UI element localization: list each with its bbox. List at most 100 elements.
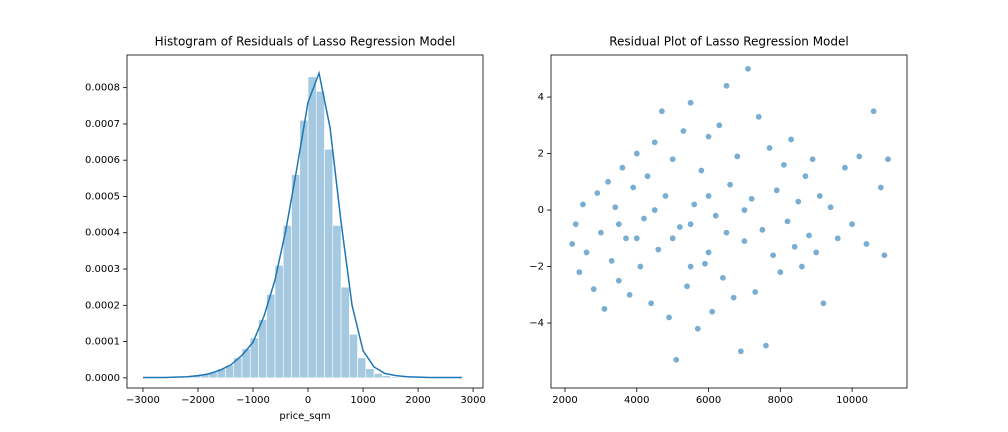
point	[880, 251, 888, 259]
point	[730, 294, 738, 302]
bar	[332, 225, 342, 379]
y-tick-label: 0.0001	[85, 337, 120, 348]
point	[816, 192, 824, 200]
point	[647, 299, 655, 307]
y-tick-label: 0.0006	[85, 155, 120, 166]
bar	[373, 373, 383, 379]
x-tick-label: 10000	[836, 395, 868, 406]
x-tick-label: 2000	[405, 395, 430, 406]
point	[722, 82, 730, 90]
point	[683, 282, 691, 290]
point	[679, 127, 687, 135]
point	[705, 248, 713, 256]
axes-frame	[126, 54, 484, 389]
chart-title: Residual Plot of Lasso Regression Model	[609, 35, 848, 49]
point	[755, 113, 763, 121]
point	[758, 226, 766, 234]
x-tick-label: −2000	[181, 395, 215, 406]
point	[740, 237, 748, 245]
point	[751, 288, 759, 296]
y-tick-label: 0	[538, 205, 544, 216]
point	[762, 342, 770, 350]
point	[819, 299, 827, 307]
bar	[291, 174, 301, 379]
bar	[390, 376, 400, 379]
y-tick-label: −4	[529, 318, 544, 329]
y-tick-label: 0.0000	[85, 373, 120, 384]
y-tick-label: 2	[538, 149, 544, 160]
point	[705, 133, 713, 141]
point	[701, 260, 709, 268]
point	[783, 217, 791, 225]
bar	[324, 149, 334, 379]
kde-line	[142, 70, 463, 379]
point	[780, 161, 788, 169]
point	[575, 268, 583, 276]
point	[694, 325, 702, 333]
point	[769, 251, 777, 259]
x-tick-label: 6000	[696, 395, 721, 406]
point	[834, 234, 842, 242]
x-tick-label: 8000	[768, 395, 793, 406]
point	[748, 195, 756, 203]
point	[884, 155, 892, 163]
point	[600, 305, 608, 313]
point	[661, 192, 669, 200]
x-tick-label: 0	[305, 395, 311, 406]
point	[611, 203, 619, 211]
point	[633, 234, 641, 242]
point	[622, 234, 630, 242]
point	[798, 263, 806, 271]
point	[805, 231, 813, 239]
bar	[357, 357, 367, 379]
point	[651, 138, 659, 146]
x-tick-label: 3000	[460, 395, 485, 406]
point	[618, 164, 626, 172]
point	[629, 183, 637, 191]
point	[715, 121, 723, 129]
point	[690, 200, 698, 208]
point	[848, 220, 856, 228]
y-tick-label: 0.0007	[85, 119, 120, 130]
point	[687, 220, 695, 228]
point	[877, 183, 885, 191]
point	[633, 150, 641, 158]
point	[855, 152, 863, 160]
point	[722, 229, 730, 237]
point	[672, 356, 680, 364]
bar	[299, 119, 309, 379]
y-tick-label: 0.0003	[85, 264, 120, 275]
bar	[340, 286, 350, 379]
point	[794, 198, 802, 206]
x-tick-label: 2000	[552, 395, 577, 406]
point	[809, 155, 817, 163]
y-tick-label: 0.0004	[85, 228, 120, 239]
point	[719, 274, 727, 282]
point	[583, 248, 591, 256]
x-tick-label: 1000	[350, 395, 375, 406]
x-tick-label: −1000	[236, 395, 270, 406]
point	[737, 347, 745, 355]
point	[791, 243, 799, 251]
point	[708, 308, 716, 316]
bar	[307, 76, 317, 379]
point	[705, 192, 713, 200]
point	[593, 189, 601, 197]
point	[626, 291, 634, 299]
point	[669, 234, 677, 242]
point	[744, 65, 752, 73]
point	[579, 200, 587, 208]
point	[733, 152, 741, 160]
point	[766, 144, 774, 152]
x-tick-label: −3000	[126, 395, 160, 406]
point	[726, 181, 734, 189]
point	[568, 240, 576, 248]
bar	[348, 334, 358, 379]
point	[572, 220, 580, 228]
bar	[258, 319, 268, 379]
point	[640, 215, 648, 223]
point	[644, 172, 652, 180]
point	[773, 186, 781, 194]
point	[787, 135, 795, 143]
